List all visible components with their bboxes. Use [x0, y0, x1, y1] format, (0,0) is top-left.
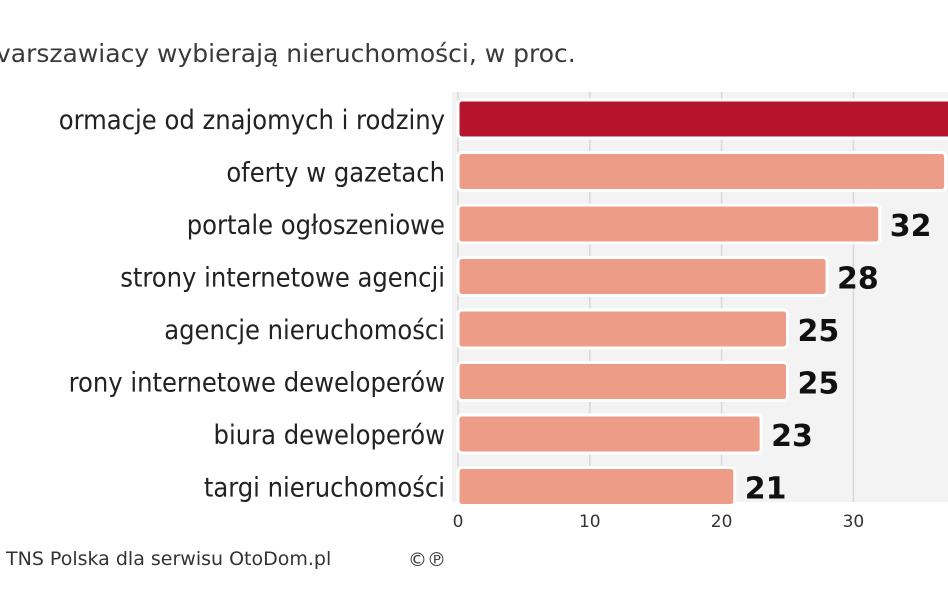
value-labels: 32 28 25 25 23 21 — [745, 209, 932, 507]
value-label-5: 25 — [798, 367, 840, 402]
x-tick-label-20: 20 — [711, 512, 733, 532]
x-tick-label-30: 30 — [843, 512, 865, 532]
chart-title: varszawiacy wybierają nieruchomości, w p… — [0, 39, 576, 68]
category-label-0: ormacje od znajomych i rodziny — [59, 105, 445, 136]
bar-5 — [456, 361, 789, 402]
bar-1 — [456, 151, 948, 192]
x-axis-ticks: 0 10 20 30 — [453, 512, 865, 532]
value-label-7: 21 — [745, 472, 787, 507]
bar-4 — [456, 308, 789, 350]
copyright-icon: ©℗ — [408, 549, 446, 571]
value-label-4: 25 — [798, 314, 840, 349]
value-label-6: 23 — [771, 419, 813, 454]
bar-6 — [456, 413, 763, 455]
category-label-5: rony internetowe deweloperów — [69, 368, 445, 399]
x-tick-label-10: 10 — [579, 512, 601, 532]
value-label-3: 28 — [837, 262, 879, 297]
category-label-4: agencje nieruchomości — [164, 315, 445, 346]
x-tick-label-0: 0 — [453, 512, 464, 532]
bar-2 — [456, 203, 882, 245]
bars — [456, 98, 948, 507]
value-label-2: 32 — [890, 209, 932, 244]
category-label-1: oferty w gazetach — [226, 158, 445, 189]
category-label-6: biura deweloperów — [214, 420, 445, 451]
category-labels: ormacje od znajomych i rodziny oferty w g… — [59, 105, 445, 504]
source-note: TNS Polska dla serwisu OtoDom.pl — [5, 548, 331, 570]
category-label-7: targi nieruchomości — [204, 473, 445, 504]
bar-3 — [456, 256, 829, 297]
bar-0 — [456, 98, 948, 140]
category-label-3: strony internetowe agencji — [120, 263, 445, 294]
category-label-2: portale ogłoszeniowe — [187, 210, 445, 241]
bar-7 — [456, 466, 737, 507]
